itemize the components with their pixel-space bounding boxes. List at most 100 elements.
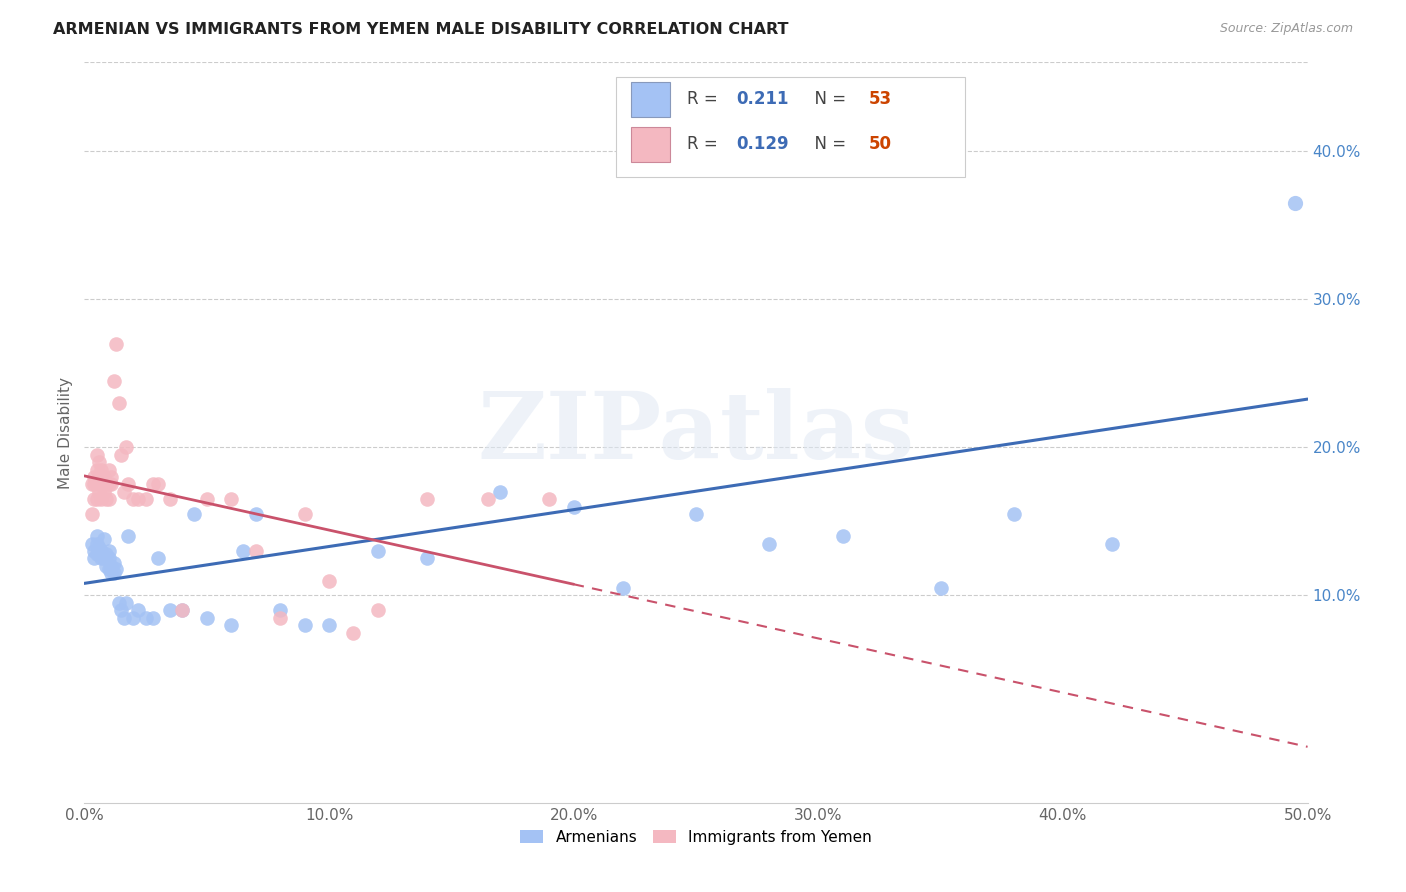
Point — [83, 470, 105, 484]
Point — [103, 566, 125, 581]
Point — [110, 448, 132, 462]
Point — [86, 462, 108, 476]
Point — [831, 529, 853, 543]
Point — [245, 507, 267, 521]
Point — [195, 492, 218, 507]
Text: 50: 50 — [869, 136, 891, 153]
Point — [100, 477, 122, 491]
Text: N =: N = — [804, 136, 851, 153]
Point — [685, 507, 707, 521]
Point — [1284, 196, 1306, 211]
Point — [112, 610, 135, 624]
Point — [294, 618, 316, 632]
Point — [90, 477, 112, 491]
Point — [90, 551, 112, 566]
Text: 0.129: 0.129 — [737, 136, 789, 153]
Point — [86, 547, 108, 561]
Point — [342, 625, 364, 640]
Point — [107, 396, 129, 410]
Point — [172, 603, 194, 617]
Point — [100, 470, 122, 484]
Point — [97, 544, 120, 558]
Point — [929, 581, 952, 595]
Point — [97, 562, 120, 576]
Point — [103, 374, 125, 388]
Point — [97, 551, 120, 566]
Point — [219, 618, 242, 632]
Point — [105, 336, 128, 351]
Point — [103, 556, 125, 570]
Point — [86, 492, 108, 507]
Point — [97, 477, 120, 491]
FancyBboxPatch shape — [631, 82, 671, 117]
Point — [93, 470, 115, 484]
Point — [115, 596, 138, 610]
Point — [127, 492, 149, 507]
Point — [87, 484, 110, 499]
Point — [269, 610, 291, 624]
Point — [219, 492, 242, 507]
Point — [96, 558, 118, 573]
Point — [93, 533, 115, 547]
Point — [142, 610, 165, 624]
Point — [1101, 536, 1123, 550]
Point — [97, 462, 120, 476]
Point — [83, 492, 105, 507]
Point — [416, 551, 439, 566]
Point — [538, 492, 561, 507]
Point — [489, 484, 512, 499]
Text: ARMENIAN VS IMMIGRANTS FROM YEMEN MALE DISABILITY CORRELATION CHART: ARMENIAN VS IMMIGRANTS FROM YEMEN MALE D… — [53, 22, 789, 37]
Point — [86, 529, 108, 543]
Point — [96, 547, 118, 561]
Point — [100, 558, 122, 573]
Text: Source: ZipAtlas.com: Source: ZipAtlas.com — [1219, 22, 1353, 36]
Point — [87, 547, 110, 561]
Point — [83, 551, 105, 566]
Point — [90, 492, 112, 507]
Point — [122, 492, 145, 507]
Point — [159, 492, 181, 507]
Point — [80, 536, 103, 550]
FancyBboxPatch shape — [616, 78, 965, 178]
Legend: Armenians, Immigrants from Yemen: Armenians, Immigrants from Yemen — [515, 823, 877, 851]
Point — [115, 441, 138, 455]
Point — [232, 544, 254, 558]
Point — [107, 596, 129, 610]
Point — [562, 500, 585, 514]
Point — [127, 603, 149, 617]
Point — [117, 529, 139, 543]
Point — [135, 492, 157, 507]
Point — [93, 484, 115, 499]
FancyBboxPatch shape — [631, 127, 671, 162]
Point — [96, 477, 118, 491]
Text: R =: R = — [688, 136, 724, 153]
Point — [100, 566, 122, 581]
Point — [80, 477, 103, 491]
Point — [86, 477, 108, 491]
Point — [367, 544, 389, 558]
Point — [135, 610, 157, 624]
Point — [86, 536, 108, 550]
Point — [146, 551, 169, 566]
Point — [86, 448, 108, 462]
Point — [318, 574, 340, 588]
Point — [80, 507, 103, 521]
Point — [1002, 507, 1025, 521]
Point — [87, 541, 110, 555]
Point — [117, 477, 139, 491]
Point — [97, 492, 120, 507]
Point — [112, 484, 135, 499]
Text: N =: N = — [804, 90, 851, 109]
Point — [96, 492, 118, 507]
Point — [105, 562, 128, 576]
Point — [90, 462, 112, 476]
Point — [416, 492, 439, 507]
Point — [159, 603, 181, 617]
Point — [93, 477, 115, 491]
Point — [195, 610, 218, 624]
Point — [87, 470, 110, 484]
Point — [93, 551, 115, 566]
Point — [269, 603, 291, 617]
Y-axis label: Male Disability: Male Disability — [58, 376, 73, 489]
Text: 53: 53 — [869, 90, 891, 109]
